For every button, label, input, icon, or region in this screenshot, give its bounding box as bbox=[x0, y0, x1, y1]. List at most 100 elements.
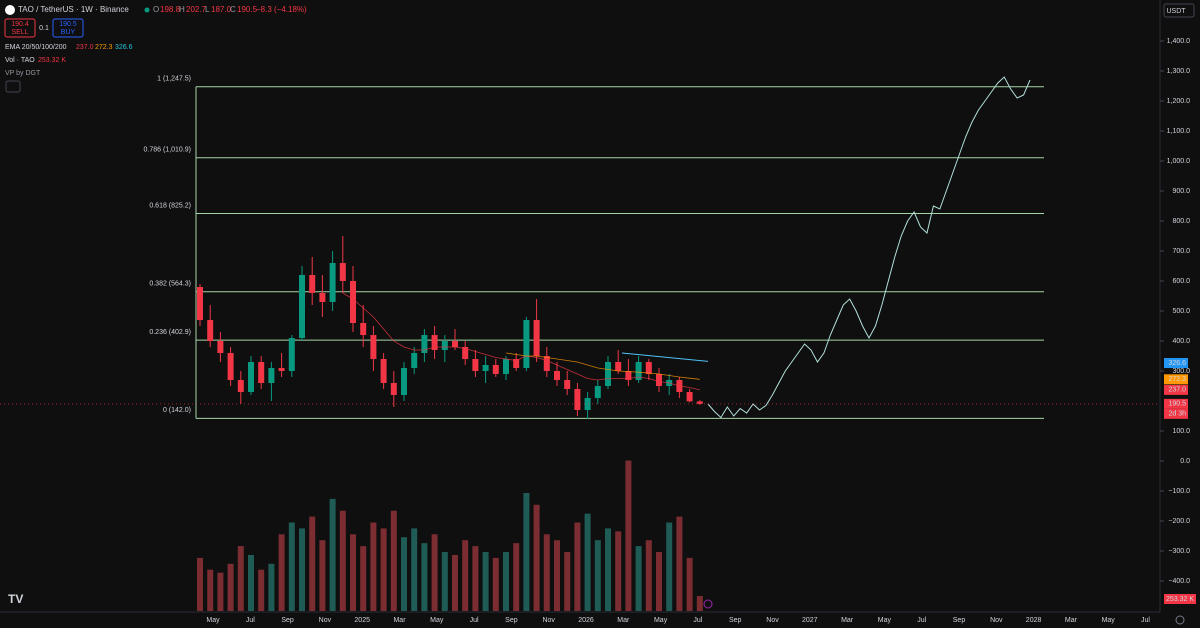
countdown: 2d 3h bbox=[1168, 411, 1186, 418]
symbol-logo bbox=[5, 5, 15, 15]
volume-bar bbox=[441, 552, 448, 611]
candle-body bbox=[299, 275, 305, 338]
candle-body bbox=[686, 392, 693, 402]
volume-bar bbox=[339, 510, 346, 611]
candle-body bbox=[217, 341, 224, 353]
volume-bar bbox=[411, 528, 418, 611]
x-tick-label: Nov bbox=[542, 617, 555, 624]
volume-bar bbox=[350, 534, 356, 611]
volume-bar bbox=[492, 557, 499, 611]
candle-body bbox=[258, 362, 265, 383]
candle-body bbox=[268, 368, 275, 383]
x-tick-label: Jul bbox=[917, 617, 926, 624]
event-marker[interactable] bbox=[703, 599, 713, 609]
ema-legend[interactable]: EMA 20/50/100/200 bbox=[5, 44, 67, 51]
candle-body bbox=[390, 383, 397, 395]
candle-body bbox=[503, 359, 509, 374]
candle-body bbox=[380, 359, 387, 383]
fib-label: 1 (1,247.5) bbox=[157, 76, 191, 83]
candle-body bbox=[431, 335, 438, 350]
ema-value: 237.0 bbox=[76, 44, 94, 51]
price-tag-label: 326.6 bbox=[1168, 360, 1186, 367]
settings-button[interactable] bbox=[1175, 615, 1185, 625]
candle-body bbox=[645, 362, 652, 374]
candle-body bbox=[207, 320, 214, 341]
candle-body bbox=[492, 365, 499, 374]
candle-body bbox=[278, 368, 285, 371]
sell-price: 190.4 bbox=[11, 21, 29, 28]
o-value: 198.8 bbox=[160, 5, 181, 14]
l-label: L bbox=[205, 5, 210, 14]
volume-bar bbox=[248, 554, 254, 611]
fib-label: 0.236 (402.9) bbox=[149, 329, 191, 336]
volume-bar bbox=[696, 596, 703, 611]
volume-bar bbox=[360, 546, 367, 611]
collapse-button[interactable] bbox=[5, 80, 21, 93]
candle-body bbox=[584, 398, 591, 410]
volume-bar bbox=[329, 498, 336, 611]
candle-body bbox=[360, 323, 367, 335]
candle-body bbox=[462, 347, 469, 359]
x-tick-label: Jul bbox=[1141, 617, 1150, 624]
volume-bar bbox=[625, 460, 632, 611]
y-tick-label: 0.0 bbox=[1180, 458, 1190, 465]
buy-price: 190.5 bbox=[59, 21, 77, 28]
price-tag bbox=[1164, 398, 1188, 409]
x-tick-label: Sep bbox=[505, 617, 518, 624]
x-tick-label: 2027 bbox=[802, 617, 818, 624]
fib-label: 0 (142.0) bbox=[163, 407, 191, 414]
x-tick-label: May bbox=[430, 617, 444, 624]
o-label: O bbox=[153, 5, 159, 14]
symbol[interactable]: TAO / TetherUS · 1W · Binance bbox=[18, 5, 129, 14]
candle-body bbox=[696, 401, 703, 404]
volume-bar bbox=[197, 557, 203, 611]
candle-body bbox=[472, 359, 479, 371]
x-tick-label: Sep bbox=[953, 617, 966, 624]
currency-button[interactable] bbox=[1163, 3, 1195, 18]
volume-bar bbox=[533, 504, 540, 611]
candle-body bbox=[615, 362, 622, 371]
x-tick-label: 2026 bbox=[578, 617, 594, 624]
x-tick-label: May bbox=[878, 617, 892, 624]
y-tick-label: −100.0 bbox=[1168, 488, 1190, 495]
x-tick-label: 2025 bbox=[354, 617, 370, 624]
candle-body bbox=[329, 263, 336, 302]
x-tick-label: Mar bbox=[617, 617, 630, 624]
fib-label: 0.618 (825.2) bbox=[149, 202, 191, 209]
volume-bar bbox=[635, 546, 642, 611]
y-tick-label: −400.0 bbox=[1168, 578, 1190, 585]
x-tick-label: Sep bbox=[729, 617, 742, 624]
volume-bar bbox=[594, 540, 601, 611]
vp-legend[interactable]: VP by DGT bbox=[5, 70, 41, 77]
l-value: 187.0 bbox=[211, 5, 232, 14]
volume-bar bbox=[543, 534, 550, 611]
sell-button[interactable] bbox=[4, 18, 36, 38]
volume-bar bbox=[421, 543, 428, 611]
fib-label: 0.382 (564.3) bbox=[149, 281, 191, 288]
x-tick-label: May bbox=[654, 617, 668, 624]
x-tick-label: Sep bbox=[281, 617, 294, 624]
volume-bar bbox=[503, 552, 509, 611]
candle-body bbox=[227, 353, 234, 380]
volume-bar bbox=[676, 516, 683, 611]
y-tick-label: −300.0 bbox=[1168, 548, 1190, 555]
volume-bar bbox=[370, 522, 377, 611]
candle-body bbox=[197, 287, 203, 320]
x-tick-label: Jul bbox=[693, 617, 702, 624]
candle-body bbox=[401, 368, 407, 395]
volume-bar bbox=[299, 528, 305, 611]
volume-bar bbox=[482, 552, 489, 611]
candle-body bbox=[319, 293, 326, 302]
volume-bar bbox=[513, 543, 520, 611]
volume-bar bbox=[564, 552, 571, 611]
volume-bar bbox=[462, 540, 469, 611]
buy-button[interactable] bbox=[52, 18, 84, 38]
vol-legend[interactable]: Vol · TAO bbox=[5, 57, 35, 64]
y-tick-label: 1,000.0 bbox=[1167, 158, 1190, 165]
ema-line bbox=[342, 292, 700, 391]
candle-body bbox=[574, 389, 581, 410]
spread: 0.1 bbox=[39, 25, 49, 32]
y-tick-label: 1,400.0 bbox=[1167, 38, 1190, 45]
volume-bar bbox=[278, 534, 285, 611]
